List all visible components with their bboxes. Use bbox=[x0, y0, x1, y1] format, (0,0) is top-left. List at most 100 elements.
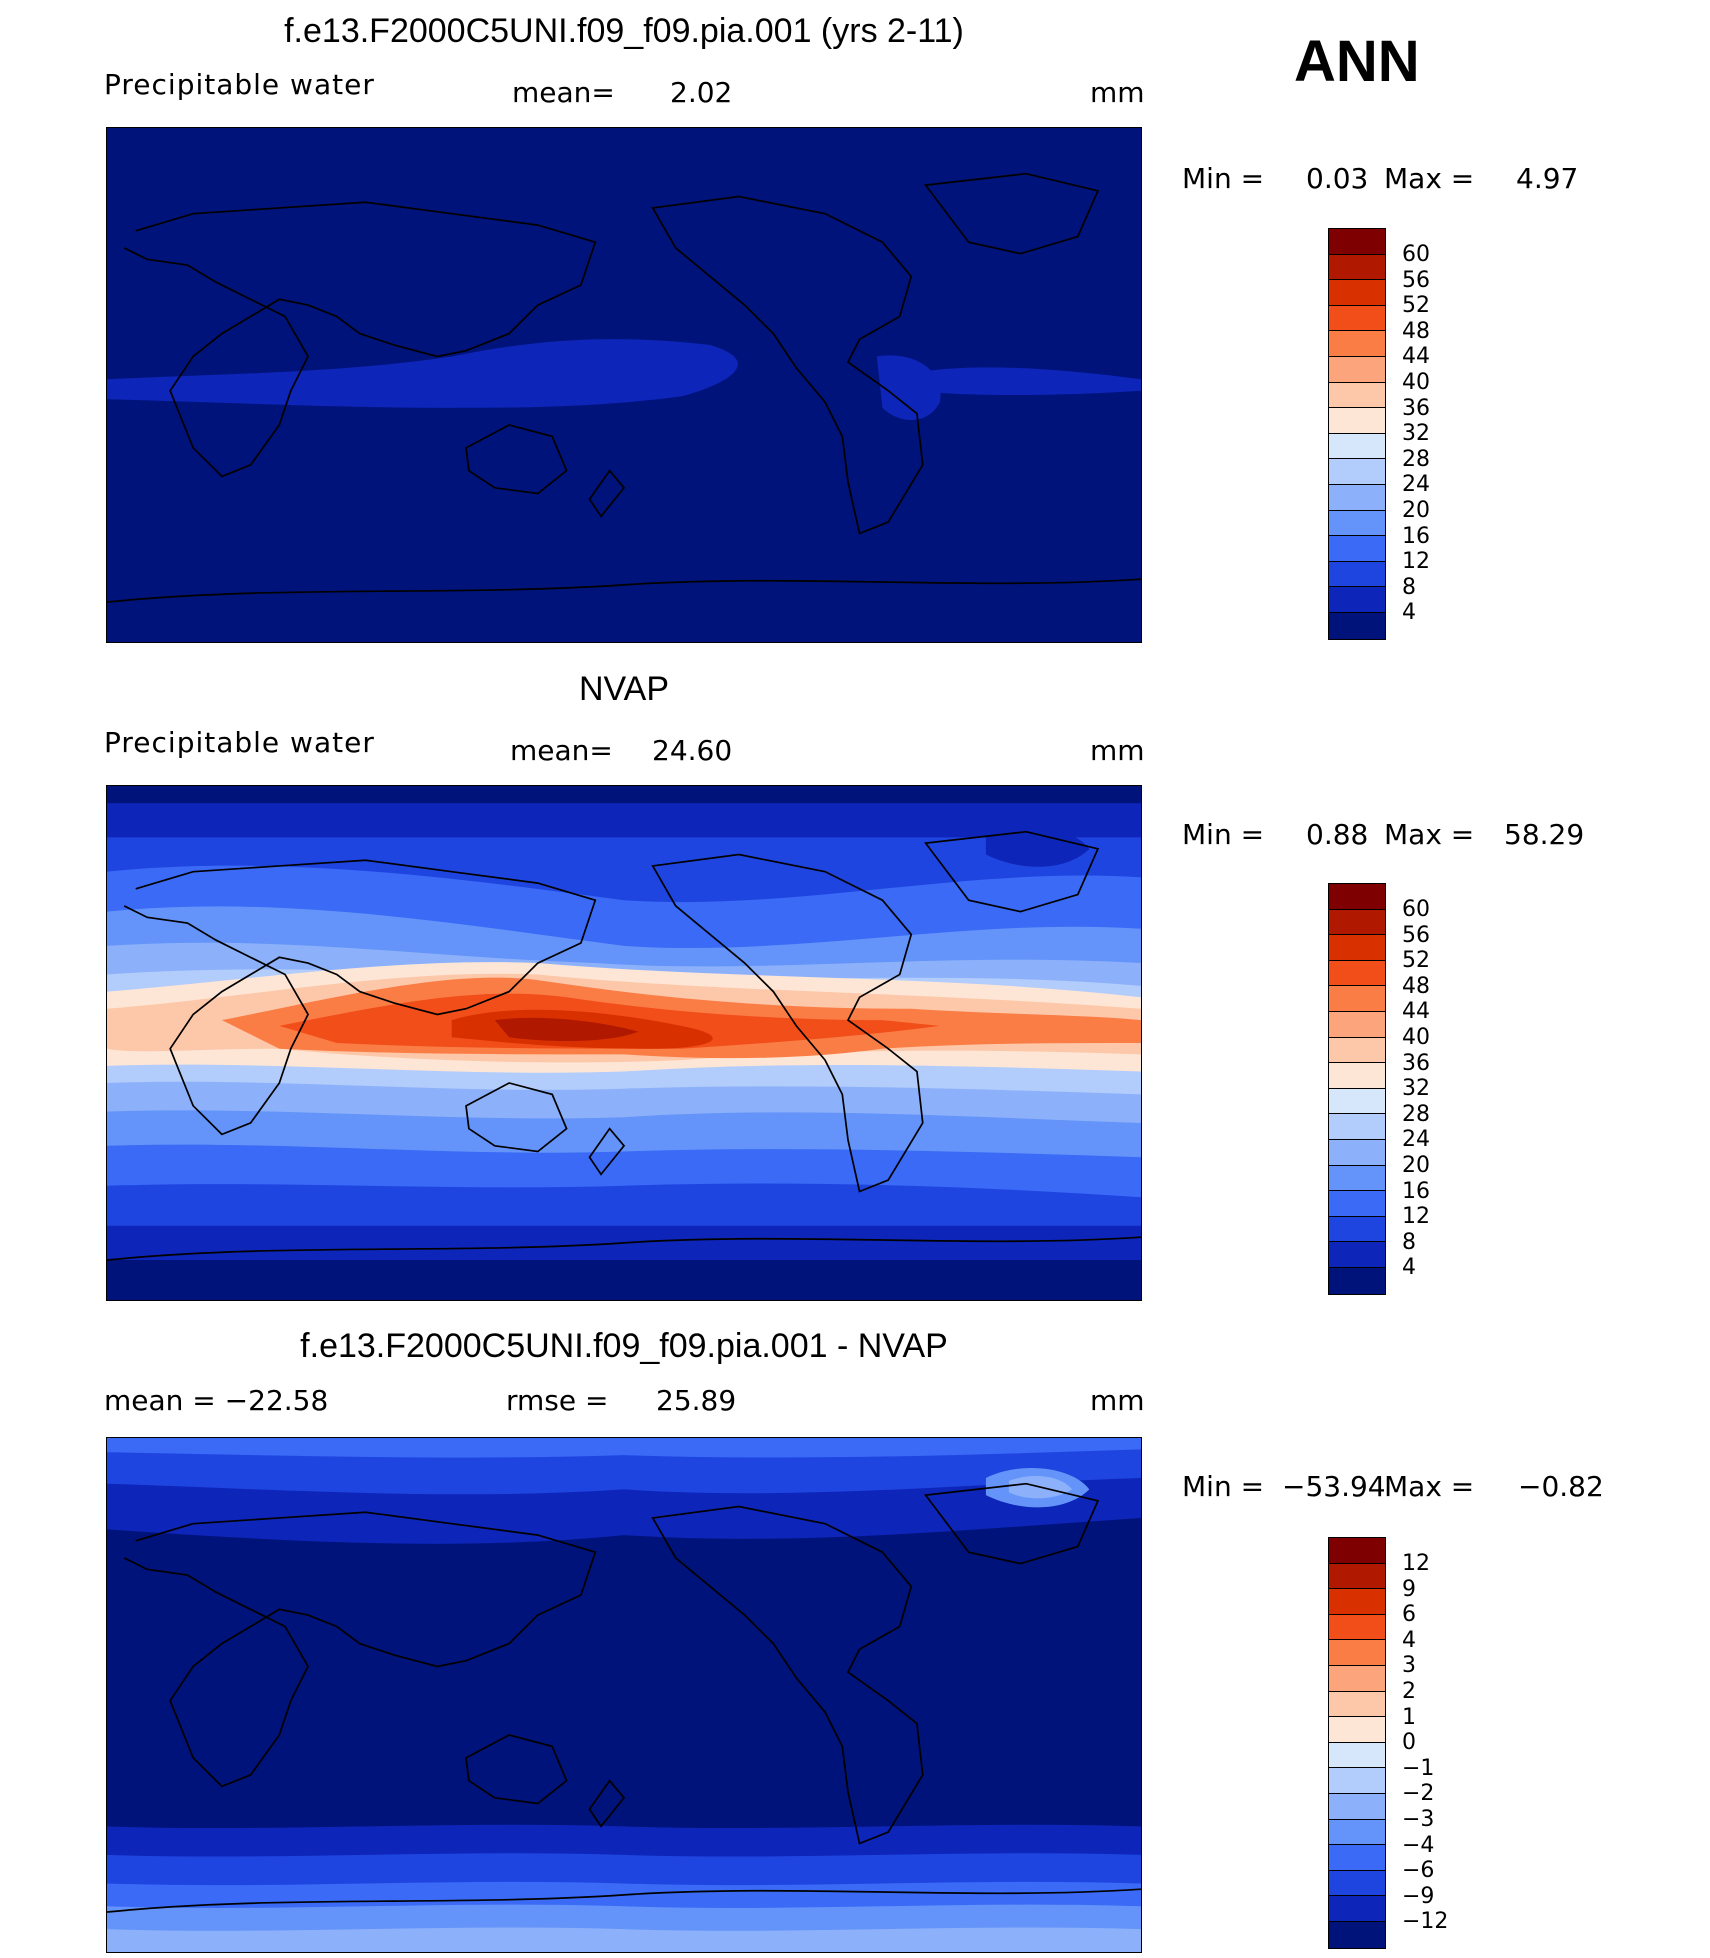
colorbar-segment bbox=[1329, 1896, 1385, 1922]
colorbar-segment bbox=[1329, 960, 1385, 987]
colorbar-segment bbox=[1329, 408, 1385, 434]
panel-diff-title: f.e13.F2000C5UNI.f09_f09.pia.001 - NVAP bbox=[300, 1327, 948, 1365]
map-obs bbox=[106, 785, 1142, 1301]
colorbar-tick-label: 1 bbox=[1402, 1704, 1416, 1730]
colorbar-tick-label: 52 bbox=[1402, 293, 1430, 319]
field-contour bbox=[911, 367, 1141, 395]
coastline bbox=[123, 1511, 597, 1788]
map-obs-field bbox=[107, 786, 1141, 1300]
panel-model-max-label: Max = bbox=[1384, 162, 1475, 195]
field-contour bbox=[107, 339, 738, 408]
colorbar-model bbox=[1328, 228, 1386, 640]
panel-obs-stat-label: mean= bbox=[510, 734, 613, 767]
panel-diff-min-value: −53.94 bbox=[1282, 1470, 1386, 1503]
colorbar-tick-label: 8 bbox=[1402, 574, 1416, 600]
colorbar-segment bbox=[1329, 986, 1385, 1012]
colorbar-segment bbox=[1329, 1063, 1385, 1089]
colorbar-tick-label: 2 bbox=[1402, 1679, 1416, 1704]
colorbar-segment bbox=[1329, 1691, 1385, 1718]
colorbar-tick-label: −9 bbox=[1402, 1883, 1435, 1909]
colorbar-tick-label: −1 bbox=[1402, 1755, 1435, 1781]
colorbar-segment bbox=[1329, 1011, 1385, 1038]
colorbar-segment bbox=[1329, 1589, 1385, 1615]
colorbar-segment bbox=[1329, 1114, 1385, 1140]
colorbar-segment bbox=[1329, 1191, 1385, 1217]
map-model-field bbox=[107, 128, 1141, 642]
colorbar-tick-label: 40 bbox=[1402, 370, 1430, 395]
colorbar-tick-label: 3 bbox=[1402, 1653, 1416, 1679]
coastline bbox=[107, 1236, 1141, 1261]
coastline bbox=[465, 1082, 568, 1153]
panel-obs-title: NVAP bbox=[578, 670, 670, 708]
colorbar-tick-label: −2 bbox=[1402, 1781, 1435, 1807]
panel-model-stat-label: mean= bbox=[512, 76, 615, 109]
colorbar-segment bbox=[1329, 305, 1385, 332]
panel-diff-max-label: Max = bbox=[1384, 1470, 1475, 1503]
colorbar-tick-label: 36 bbox=[1402, 1050, 1430, 1076]
colorbar-segment bbox=[1329, 1139, 1385, 1166]
colorbar-segment bbox=[1329, 884, 1385, 910]
colorbar-diff bbox=[1328, 1537, 1386, 1949]
colorbar-tick-label: 24 bbox=[1402, 1127, 1430, 1153]
panel-obs-stat-value: 24.60 bbox=[652, 734, 733, 767]
map-diff-field bbox=[107, 1438, 1141, 1952]
colorbar-tick-label: 48 bbox=[1402, 973, 1430, 999]
panel-diff-mean: mean = −22.58 bbox=[104, 1384, 329, 1417]
colorbar-segment bbox=[1329, 331, 1385, 357]
colorbar-segment bbox=[1329, 510, 1385, 537]
colorbar-segment bbox=[1329, 433, 1385, 460]
colorbar-tick-label: 4 bbox=[1402, 1627, 1416, 1653]
coastline bbox=[651, 1505, 924, 1845]
colorbar-segment bbox=[1329, 382, 1385, 409]
colorbar-segment bbox=[1329, 1921, 1385, 1948]
coastline bbox=[923, 1482, 1100, 1565]
colorbar-segment bbox=[1329, 1717, 1385, 1743]
colorbar-segment bbox=[1329, 1267, 1385, 1294]
colorbar-segment bbox=[1329, 356, 1385, 383]
colorbar-tick-label: 28 bbox=[1402, 446, 1430, 472]
colorbar-segment bbox=[1329, 1538, 1385, 1564]
panel-obs-max-value: 58.29 bbox=[1504, 818, 1585, 851]
colorbar-tick-label: 36 bbox=[1402, 395, 1430, 421]
coastline bbox=[107, 1888, 1141, 1913]
colorbar-tick-label: 16 bbox=[1402, 523, 1430, 549]
colorbar-tick-label: 52 bbox=[1402, 948, 1430, 974]
colorbar-tick-label: −4 bbox=[1402, 1832, 1435, 1858]
panel-diff-units: mm bbox=[1090, 1384, 1145, 1417]
coastline bbox=[588, 469, 626, 518]
colorbar-tick-label: 4 bbox=[1402, 1255, 1416, 1281]
colorbar-tick-label: 12 bbox=[1402, 549, 1430, 575]
colorbar-segment bbox=[1329, 1563, 1385, 1590]
colorbar-tick-label: 60 bbox=[1402, 242, 1430, 267]
map-diff bbox=[106, 1437, 1142, 1953]
colorbar-segment bbox=[1329, 1640, 1385, 1666]
colorbar-tick-label: 44 bbox=[1402, 999, 1430, 1025]
panel-model-min-value: 0.03 bbox=[1306, 162, 1369, 195]
colorbar-segment bbox=[1329, 1242, 1385, 1268]
panel-model-variable: Precipitable water bbox=[104, 68, 375, 101]
coastline bbox=[651, 195, 924, 535]
colorbar-segment bbox=[1329, 1216, 1385, 1243]
coastline bbox=[107, 578, 1141, 603]
field-contour bbox=[876, 355, 941, 421]
colorbar-tick-label: 56 bbox=[1402, 922, 1430, 948]
colorbar-segment bbox=[1329, 1165, 1385, 1192]
panel-obs-min-value: 0.88 bbox=[1306, 818, 1369, 851]
coastline bbox=[465, 424, 568, 495]
colorbar-segment bbox=[1329, 1768, 1385, 1794]
colorbar-tick-label: 9 bbox=[1402, 1576, 1416, 1602]
colorbar-tick-label: 48 bbox=[1402, 318, 1430, 344]
colorbar-tick-label: 44 bbox=[1402, 344, 1430, 370]
colorbar-tick-label: −6 bbox=[1402, 1858, 1435, 1884]
panel-model-max-value: 4.97 bbox=[1516, 162, 1579, 195]
colorbar-segment bbox=[1329, 254, 1385, 281]
panel-diff-stat-value: 25.89 bbox=[656, 1384, 737, 1417]
colorbar-segment bbox=[1329, 1665, 1385, 1692]
colorbar-tick-label: 12 bbox=[1402, 1551, 1430, 1576]
colorbar-tick-label: 6 bbox=[1402, 1602, 1416, 1628]
colorbar-segment bbox=[1329, 1870, 1385, 1897]
season-label: ANN bbox=[1294, 29, 1420, 94]
panel-diff-stat-label: rmse = bbox=[506, 1384, 609, 1417]
colorbar-segment bbox=[1329, 1088, 1385, 1115]
colorbar-tick-label: 20 bbox=[1402, 498, 1430, 523]
